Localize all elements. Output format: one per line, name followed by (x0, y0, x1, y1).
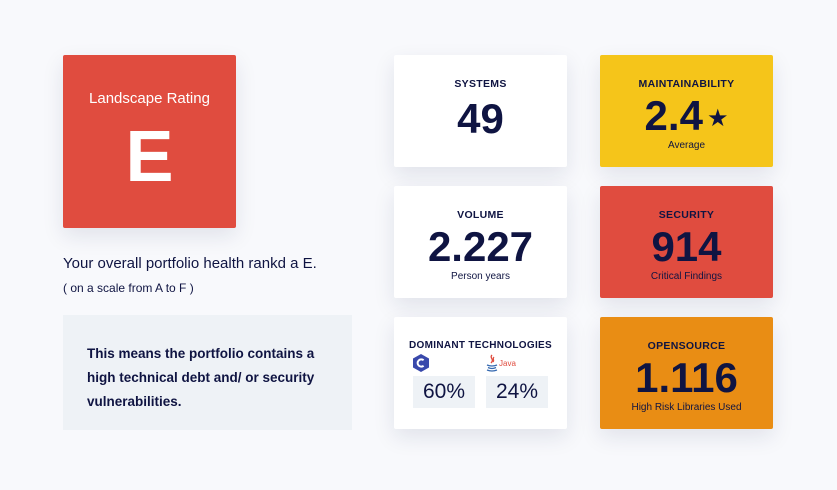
portfolio-health-summary: Your overall portfolio health rankd a E. (63, 255, 317, 272)
java-icon (486, 354, 498, 372)
technologies-list: 60% Java 24% (413, 353, 548, 408)
java-icon-label: Java (499, 358, 516, 368)
opensource-sub: High Risk Libraries Used (631, 402, 742, 413)
security-card: SECURITY 914 Critical Findings (600, 186, 773, 298)
rating-title: Landscape Rating (89, 90, 210, 107)
maintainability-card: MAINTAINABILITY 2.4 ★ Average (600, 55, 773, 167)
opensource-card: OPENSOURCE 1.116 High Risk Libraries Use… (600, 317, 773, 429)
opensource-label: OPENSOURCE (647, 340, 726, 352)
c-language-icon (413, 354, 429, 372)
maintainability-sub: Average (667, 140, 706, 151)
systems-value: 49 (457, 95, 504, 142)
systems-card: SYSTEMS 49 (394, 55, 567, 167)
systems-label: SYSTEMS (454, 78, 507, 90)
volume-label: VOLUME (457, 209, 504, 221)
landscape-rating-card: Landscape Rating E (63, 55, 236, 228)
tech-percent-java: 24% (486, 376, 548, 408)
rating-scale-note: ( on a scale from A to F ) (63, 281, 194, 295)
volume-value: 2.227 (427, 223, 534, 270)
tech-percent-c: 60% (413, 376, 475, 408)
maintainability-value-row: 2.4 ★ (600, 95, 773, 137)
technologies-label: DOMINANT TECHNOLOGIES (409, 340, 552, 351)
rating-explanation-text: This means the portfolio contains a high… (87, 346, 315, 409)
tech-item-c: 60% (413, 353, 475, 408)
maintainability-value: 2.4 (644, 92, 703, 139)
security-sub: Critical Findings (650, 271, 723, 282)
maintainability-label: MAINTAINABILITY (638, 78, 735, 90)
tech-item-java: Java 24% (486, 353, 548, 408)
security-label: SECURITY (658, 209, 715, 221)
rating-letter: E (125, 117, 174, 197)
volume-card: VOLUME 2.227 Person years (394, 186, 567, 298)
security-value: 914 (651, 223, 722, 270)
star-icon: ★ (706, 105, 729, 132)
opensource-value: 1.116 (635, 354, 738, 401)
volume-sub: Person years (451, 271, 510, 282)
rating-explanation-box: This means the portfolio contains a high… (63, 315, 352, 430)
dominant-technologies-card: DOMINANT TECHNOLOGIES 60% Java (394, 317, 567, 429)
